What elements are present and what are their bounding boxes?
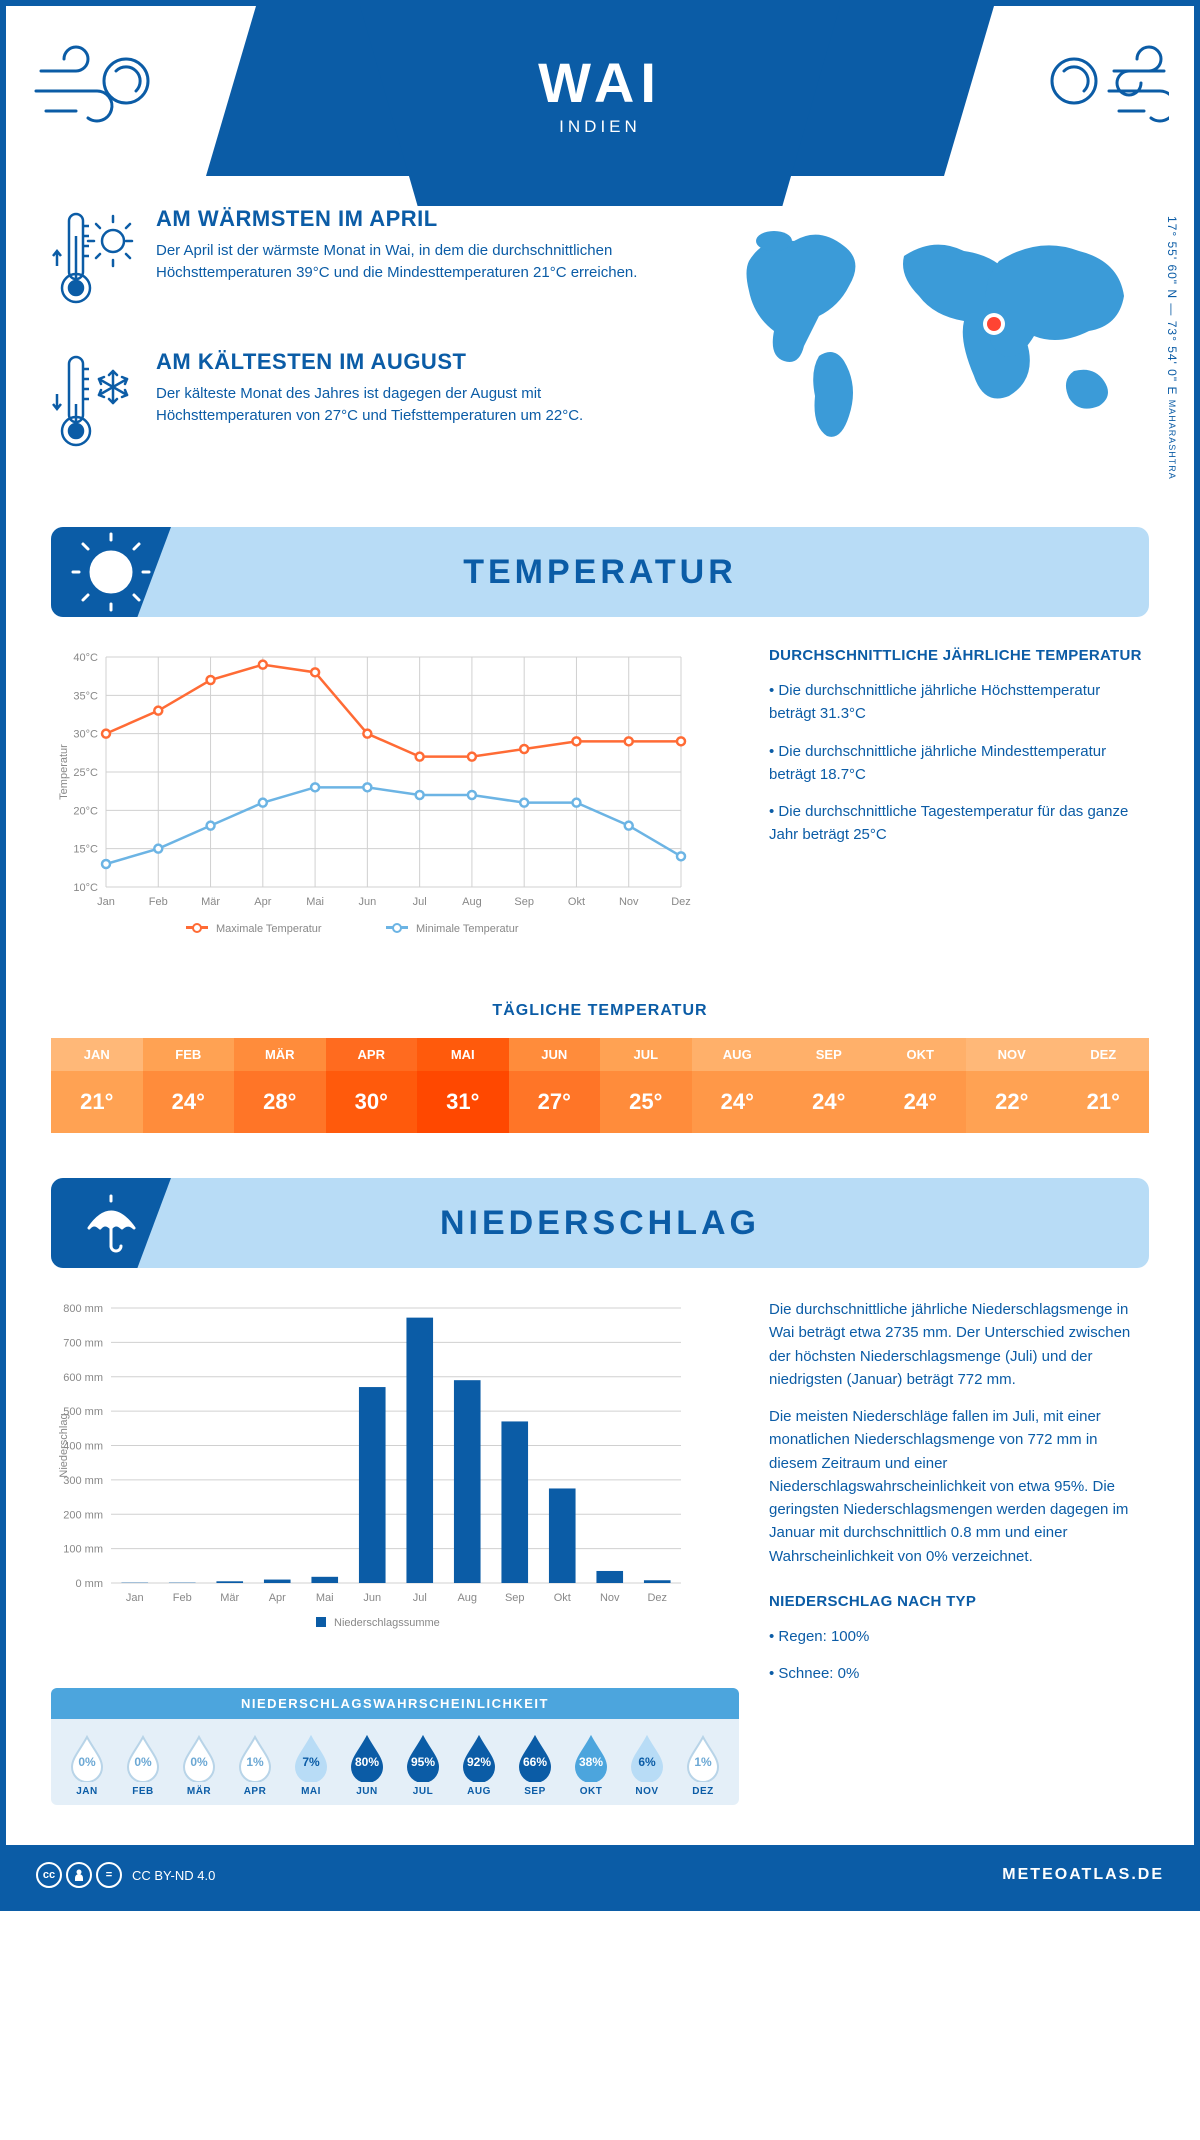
svg-text:700 mm: 700 mm	[63, 1337, 103, 1349]
svg-text:10°C: 10°C	[73, 882, 98, 894]
svg-text:Maximale Temperatur: Maximale Temperatur	[216, 923, 322, 935]
cc-license-icons: cc =	[36, 1862, 122, 1888]
svg-text:Feb: Feb	[149, 896, 168, 908]
precipitation-chart: 0 mm100 mm200 mm300 mm400 mm500 mm600 mm…	[51, 1298, 739, 1805]
svg-text:Temperatur: Temperatur	[58, 744, 70, 800]
svg-text:Mär: Mär	[201, 896, 220, 908]
svg-text:Jun: Jun	[358, 896, 376, 908]
wind-icon	[1039, 41, 1169, 136]
temperature-chart: 10°C 15°C 20°C 25°C 30°C 35°C 40°C Jan Feb Mär Apr…	[51, 647, 739, 972]
temperature-averages: DURCHSCHNITTLICHE JÄHRLICHE TEMPERATUR D…	[769, 647, 1149, 972]
coldest-title: AM KÄLTESTEN IM AUGUST	[156, 349, 669, 375]
precipitation-section-header: NIEDERSCHLAG	[51, 1178, 1149, 1268]
svg-text:Jan: Jan	[126, 1592, 144, 1604]
svg-text:Dez: Dez	[647, 1592, 667, 1604]
svg-text:Minimale Temperatur: Minimale Temperatur	[416, 923, 519, 935]
thermometer-snow-icon	[51, 349, 136, 464]
svg-text:Apr: Apr	[254, 896, 271, 908]
svg-text:25°C: 25°C	[73, 767, 98, 779]
daily-temp-table: JAN21°FEB24°MÄR28°APR30°MAI31°JUN27°JUL2…	[51, 1038, 1149, 1133]
footer: cc = CC BY-ND 4.0 METEOATLAS.DE	[6, 1845, 1194, 1905]
svg-text:Niederschlagssumme: Niederschlagssumme	[334, 1617, 440, 1629]
temperature-section-header: TEMPERATUR	[51, 527, 1149, 617]
warmest-summary: AM WÄRMSTEN IM APRIL Der April ist der w…	[51, 206, 669, 321]
svg-text:Jan: Jan	[97, 896, 115, 908]
coordinates: 17° 55' 60" N — 73° 54' 0" E MAHARASHTRA	[1165, 216, 1179, 480]
warmest-text: Der April ist der wärmste Monat in Wai, …	[156, 240, 669, 284]
precipitation-probability-table: NIEDERSCHLAGSWAHRSCHEINLICHKEIT 0%JAN0%F…	[51, 1688, 739, 1805]
svg-text:800 mm: 800 mm	[63, 1303, 103, 1315]
svg-text:Dez: Dez	[671, 896, 691, 908]
world-map: 17° 55' 60" N — 73° 54' 0" E MAHARASHTRA	[709, 206, 1149, 492]
warmest-title: AM WÄRMSTEN IM APRIL	[156, 206, 669, 232]
header: WAI INDIEN	[6, 6, 1194, 176]
page-subtitle: INDIEN	[538, 117, 662, 137]
svg-text:200 mm: 200 mm	[63, 1509, 103, 1521]
svg-text:Mai: Mai	[306, 896, 324, 908]
svg-text:Nov: Nov	[619, 896, 639, 908]
thermometer-sun-icon	[51, 206, 136, 321]
svg-text:Sep: Sep	[514, 896, 534, 908]
svg-text:Jul: Jul	[413, 896, 427, 908]
svg-text:Apr: Apr	[269, 1592, 286, 1604]
svg-text:Feb: Feb	[173, 1592, 192, 1604]
svg-text:100 mm: 100 mm	[63, 1544, 103, 1556]
svg-text:Okt: Okt	[554, 1592, 571, 1604]
svg-text:Jun: Jun	[363, 1592, 381, 1604]
svg-text:Okt: Okt	[568, 896, 585, 908]
page-title: WAI	[538, 50, 662, 115]
coldest-text: Der kälteste Monat des Jahres ist dagege…	[156, 383, 669, 427]
license-text: CC BY-ND 4.0	[132, 1868, 215, 1883]
svg-text:Nov: Nov	[600, 1592, 620, 1604]
svg-text:30°C: 30°C	[73, 729, 98, 741]
sun-icon	[51, 527, 171, 617]
daily-temp-heading: TÄGLICHE TEMPERATUR	[51, 1002, 1149, 1020]
svg-text:Sep: Sep	[505, 1592, 525, 1604]
svg-text:35°C: 35°C	[73, 690, 98, 702]
svg-text:0 mm: 0 mm	[76, 1578, 104, 1590]
svg-text:Mai: Mai	[316, 1592, 334, 1604]
svg-text:Aug: Aug	[457, 1592, 477, 1604]
svg-text:20°C: 20°C	[73, 805, 98, 817]
svg-text:Mär: Mär	[220, 1592, 239, 1604]
svg-text:Jul: Jul	[413, 1592, 427, 1604]
precipitation-description: Die durchschnittliche jährliche Niedersc…	[769, 1298, 1149, 1805]
site-name: METEOATLAS.DE	[1002, 1866, 1164, 1884]
svg-text:15°C: 15°C	[73, 844, 98, 856]
wind-icon	[31, 41, 161, 136]
svg-text:600 mm: 600 mm	[63, 1372, 103, 1384]
svg-text:Aug: Aug	[462, 896, 482, 908]
umbrella-icon	[51, 1178, 171, 1268]
coldest-summary: AM KÄLTESTEN IM AUGUST Der kälteste Mona…	[51, 349, 669, 464]
svg-text:40°C: 40°C	[73, 652, 98, 664]
svg-text:Niederschlag: Niederschlag	[58, 1413, 70, 1477]
